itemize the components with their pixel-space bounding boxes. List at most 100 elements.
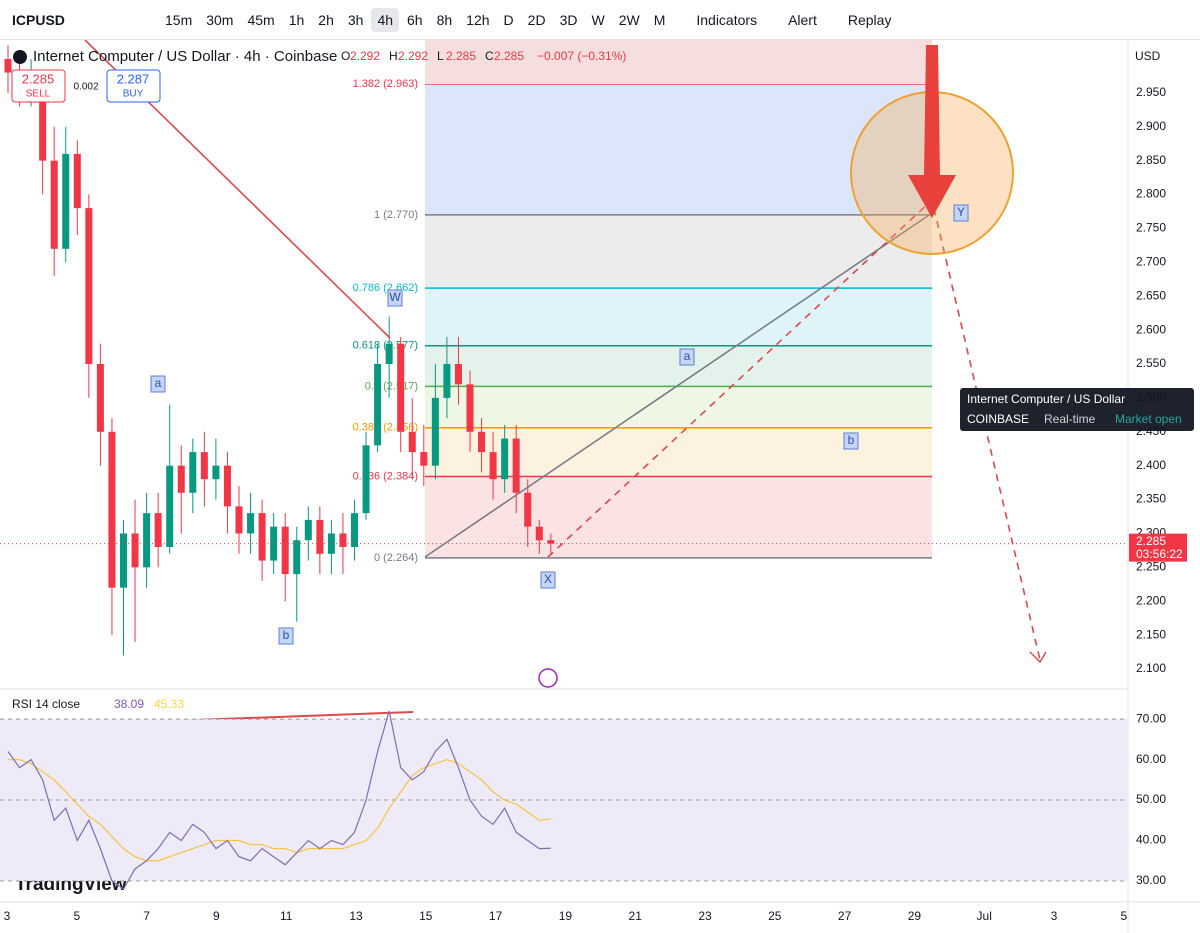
interval[interactable]: 30m — [206, 11, 234, 28]
candle-body — [4, 58, 12, 73]
candle-body — [62, 153, 70, 249]
buy-price: 2.287 — [117, 71, 150, 86]
interval[interactable]: 1h — [288, 11, 305, 28]
wave-box — [387, 289, 403, 307]
x-tick-label: 25 — [768, 909, 782, 923]
candle-body — [39, 79, 47, 161]
interval[interactable]: W — [591, 11, 605, 28]
tooltip — [960, 388, 1194, 431]
tooltip-feed: Real-time — [1044, 412, 1096, 426]
candle-body — [316, 519, 324, 554]
candle-body — [397, 343, 405, 432]
fib-band — [425, 288, 932, 346]
event-icon[interactable] — [538, 668, 558, 688]
wave-label: W — [389, 290, 401, 304]
chart: 1.382 (2.963) 1 (2.770) 0.786 (2.662) 0.618… — [0, 40, 1200, 933]
wave-box — [278, 627, 294, 645]
y-tick-label: 2.500 — [1136, 390, 1166, 404]
candle-body — [535, 526, 543, 541]
rsi-ma-value: 45.33 — [154, 697, 184, 711]
interval[interactable]: 15m — [165, 11, 193, 28]
candle-body — [293, 540, 301, 575]
interval[interactable]: 4h — [371, 7, 400, 32]
y-tick-label: 2.800 — [1136, 187, 1166, 201]
rsi-tick-label: 60.00 — [1136, 752, 1166, 766]
interval[interactable]: 8h — [436, 11, 453, 28]
buy-button[interactable] — [106, 69, 161, 103]
fib-band — [425, 214, 932, 289]
symbol-icon — [13, 50, 27, 64]
y-tick-label: 2.900 — [1136, 119, 1166, 133]
y-tick-label: 2.100 — [1136, 661, 1166, 675]
candle-body — [547, 540, 555, 544]
y-tick-label: 2.650 — [1136, 288, 1166, 302]
symbol[interactable]: ICPUSD — [12, 11, 65, 28]
candle-body — [362, 445, 370, 514]
interval[interactable]: D — [503, 11, 514, 28]
rsi-tick-label: 70.00 — [1136, 711, 1166, 725]
x-tick-label: 3 — [1051, 909, 1058, 923]
tool-button[interactable]: Replay — [847, 11, 892, 28]
wave-label: Y — [957, 205, 965, 219]
candle-body — [96, 364, 104, 432]
price-axis-bg — [1128, 40, 1200, 933]
fib-label: 0.786 (2.662) — [353, 282, 418, 294]
fib-label: 1 (2.770) — [374, 209, 418, 221]
tooltip-title: Internet Computer / US Dollar — [967, 392, 1125, 406]
interval[interactable]: 45m — [247, 11, 275, 28]
interval[interactable]: 2D — [527, 11, 546, 28]
candle-body — [85, 208, 93, 364]
rsi-ma-line — [8, 758, 551, 862]
y-tick-label: 2.550 — [1136, 356, 1166, 370]
fib-label: 0.5 (2.517) — [365, 380, 418, 392]
y-tick-label: 2.950 — [1136, 85, 1166, 99]
x-tick-label: 5 — [73, 909, 80, 923]
sell-price: 2.285 — [22, 71, 55, 86]
candle-body — [431, 397, 439, 466]
y-tick-label: 2.850 — [1136, 153, 1166, 167]
candle-body — [143, 513, 151, 568]
wave-label: a — [684, 349, 691, 363]
x-tick-label: 27 — [838, 909, 852, 923]
big-arrow — [908, 45, 956, 218]
fib-band — [425, 386, 932, 428]
candle-body — [50, 160, 58, 249]
candle-body — [212, 465, 220, 480]
interval[interactable]: 2h — [318, 11, 334, 28]
sell-button[interactable] — [11, 69, 66, 103]
candle-body — [177, 465, 185, 493]
interval[interactable]: 2W — [618, 11, 640, 28]
rsi-value: 38.09 — [114, 697, 144, 711]
fib-label: 0.382 (2.456) — [353, 422, 418, 434]
fib-top-band — [425, 40, 932, 85]
y-tick-label: 2.250 — [1136, 560, 1166, 574]
tool-button[interactable]: Indicators — [696, 11, 758, 28]
x-tick-label: 19 — [559, 909, 573, 923]
candle-body — [223, 465, 231, 507]
candle-body — [327, 533, 335, 554]
candle-body — [351, 513, 358, 548]
candle-body — [235, 506, 243, 534]
candle-body — [200, 452, 208, 480]
trend-line — [424, 212, 933, 558]
interval[interactable]: M — [653, 11, 666, 28]
fib-label: 0 (2.264) — [374, 552, 418, 564]
candle-body — [131, 533, 139, 568]
ohlc-value: 2.285 — [446, 49, 476, 63]
candle-body — [524, 492, 532, 527]
sell-label: SELL — [26, 89, 51, 100]
currency[interactable]: USD — [1135, 49, 1161, 63]
ohlc-key: L — [437, 49, 444, 63]
x-tick-label: 21 — [629, 909, 643, 923]
interval[interactable]: 3h — [347, 11, 364, 28]
candle-body — [466, 384, 474, 432]
chart-title: Internet Computer / US Dollar · 4h · Coi… — [33, 48, 337, 65]
interval[interactable]: 3D — [559, 11, 578, 28]
interval[interactable]: 6h — [407, 11, 423, 28]
interval[interactable]: 12h — [466, 11, 490, 28]
x-tick-label: 15 — [419, 909, 433, 923]
tool-button[interactable]: Alert — [788, 11, 817, 28]
candle-body — [247, 513, 255, 534]
change: −0.007 (−0.31%) — [537, 49, 626, 63]
